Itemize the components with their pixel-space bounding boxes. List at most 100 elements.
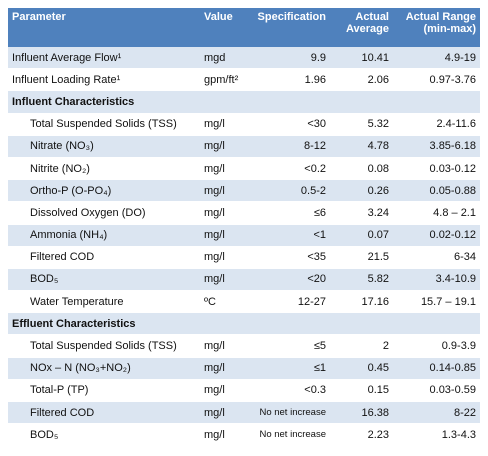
header-cell: Value xyxy=(200,8,250,47)
table-cell: 0.03-0.12 xyxy=(393,157,480,181)
section-row: Effluent Characteristics xyxy=(8,312,480,336)
table-row: Influent Loading Rate¹ gpm/ft² 1.96 2.06 0.9… xyxy=(8,68,480,92)
table-cell: mg/l xyxy=(200,268,250,292)
table-cell: mg/l xyxy=(200,201,250,225)
table-cell: 4.8 – 2.1 xyxy=(393,201,480,225)
table-cell: Nitrite (NO₂) xyxy=(8,157,200,181)
table-cell: BOD₅ xyxy=(8,268,200,292)
table-cell: Total Suspended Solids (TSS) xyxy=(8,334,200,358)
table-cell: 1.3-4.3 xyxy=(393,423,480,447)
table-cell: gpm/ft² xyxy=(200,68,250,92)
table-cell: 4.9-19 xyxy=(393,47,480,70)
table-cell: Filtered COD xyxy=(8,246,200,269)
table-cell: 0.9-3.9 xyxy=(393,334,480,358)
table-cell: mgd xyxy=(200,47,250,70)
table-cell: 3.4-10.9 xyxy=(393,268,480,292)
header-cell: Parameter xyxy=(8,8,200,47)
data-table: Parameter Value Specification Actual Averag… xyxy=(8,8,480,447)
table-cell: 21.5 xyxy=(330,246,393,269)
table-cell: 2.06 xyxy=(330,68,393,92)
table-cell: Total-P (TP) xyxy=(8,379,200,403)
table-cell: mg/l xyxy=(200,379,250,403)
table-cell: 0.03-0.59 xyxy=(393,379,480,403)
table-cell: ≤5 xyxy=(250,334,330,358)
table-row: BOD₅ mg/l No net increase 2.23 1.3-4.3 xyxy=(8,423,480,447)
table-cell: 4.78 xyxy=(330,135,393,158)
table-cell: 2.4-11.6 xyxy=(393,113,480,136)
table-cell: mg/l xyxy=(200,246,250,269)
section-title: Effluent Characteristics xyxy=(8,312,480,336)
table-cell: 0.05-0.88 xyxy=(393,179,480,203)
table-row: Ortho-P (O-PO₄) mg/l 0.5-2 0.26 0.05-0.88 xyxy=(8,179,480,203)
table-cell: Water Temperature xyxy=(8,290,200,314)
table-cell: mg/l xyxy=(200,135,250,158)
table-cell: Total Suspended Solids (TSS) xyxy=(8,113,200,136)
table-cell: mg/l xyxy=(200,334,250,358)
table-cell: mg/l xyxy=(200,401,250,425)
table-cell: NOx – N (NO₃+NO₂) xyxy=(8,357,200,380)
table-cell: 0.15 xyxy=(330,379,393,403)
table-cell: <0.2 xyxy=(250,157,330,181)
table-cell: 1.96 xyxy=(250,68,330,92)
table-cell: 5.82 xyxy=(330,268,393,292)
table-cell: mg/l xyxy=(200,357,250,380)
table-row: BOD₅ mg/l <20 5.82 3.4-10.9 xyxy=(8,268,480,292)
table-row: Total Suspended Solids (TSS) mg/l ≤5 2 0.9-3… xyxy=(8,334,480,358)
table-row: Dissolved Oxygen (DO) mg/l ≤6 3.24 4.8 – 2.1 xyxy=(8,201,480,225)
table-cell: Ammonia (NH₄) xyxy=(8,224,200,247)
table-cell: 5.32 xyxy=(330,113,393,136)
header-cell: Actual Range (min-max) xyxy=(393,8,480,47)
header-row: Parameter Value Specification Actual Averag… xyxy=(8,8,480,47)
table-cell: 9.9 xyxy=(250,47,330,70)
table-cell: 3.24 xyxy=(330,201,393,225)
table-cell: <1 xyxy=(250,224,330,247)
table-cell: BOD₅ xyxy=(8,423,200,447)
table-cell: 0.26 xyxy=(330,179,393,203)
header-cell: Actual Average xyxy=(330,8,393,47)
table-cell: 0.45 xyxy=(330,357,393,380)
table-row: Filtered COD mg/l <35 21.5 6-34 xyxy=(8,246,480,269)
table-cell: mg/l xyxy=(200,157,250,181)
table-cell: <20 xyxy=(250,268,330,292)
table-cell: 0.5-2 xyxy=(250,179,330,203)
table-cell: 12-27 xyxy=(250,290,330,314)
table-cell: 6-34 xyxy=(393,246,480,269)
table-row: Filtered COD mg/l No net increase 16.38 8-22 xyxy=(8,401,480,425)
table-cell: 10.41 xyxy=(330,47,393,70)
table-row: Nitrate (NO₃) mg/l 8-12 4.78 3.85-6.18 xyxy=(8,135,480,158)
table-cell: mg/l xyxy=(200,113,250,136)
table-row: Total-P (TP) mg/l <0.3 0.15 0.03-0.59 xyxy=(8,379,480,403)
section-row: Influent Characteristics xyxy=(8,90,480,114)
table-cell: 0.02-0.12 xyxy=(393,224,480,247)
table-cell: <30 xyxy=(250,113,330,136)
table-cell: 0.97-3.76 xyxy=(393,68,480,92)
table-cell: Dissolved Oxygen (DO) xyxy=(8,201,200,225)
table-row: Total Suspended Solids (TSS) mg/l <30 5.32 2… xyxy=(8,113,480,136)
section-title: Influent Characteristics xyxy=(8,90,480,114)
table-cell: ºC xyxy=(200,290,250,314)
table-cell: No net increase xyxy=(250,401,330,425)
table-cell: 3.85-6.18 xyxy=(393,135,480,158)
table-cell: No net increase xyxy=(250,423,330,447)
table-cell: <35 xyxy=(250,246,330,269)
table-cell: 8-12 xyxy=(250,135,330,158)
table-cell: 2.23 xyxy=(330,423,393,447)
table-cell: Influent Loading Rate¹ xyxy=(8,68,200,92)
table-cell: Filtered COD xyxy=(8,401,200,425)
table-cell: 2 xyxy=(330,334,393,358)
table-cell: Nitrate (NO₃) xyxy=(8,135,200,158)
table-cell: mg/l xyxy=(200,179,250,203)
table-cell: mg/l xyxy=(200,423,250,447)
table-row: Water Temperature ºC 12-27 17.16 15.7 – 19.1 xyxy=(8,290,480,314)
table-cell: <0.3 xyxy=(250,379,330,403)
table-cell: 17.16 xyxy=(330,290,393,314)
header-cell: Specification xyxy=(250,8,330,47)
table-cell: 8-22 xyxy=(393,401,480,425)
table-cell: Influent Average Flow¹ xyxy=(8,47,200,70)
table-cell: mg/l xyxy=(200,224,250,247)
table-cell: 16.38 xyxy=(330,401,393,425)
table-cell: ≤1 xyxy=(250,357,330,380)
table-cell: 0.07 xyxy=(330,224,393,247)
table-row: Nitrite (NO₂) mg/l <0.2 0.08 0.03-0.12 xyxy=(8,157,480,181)
